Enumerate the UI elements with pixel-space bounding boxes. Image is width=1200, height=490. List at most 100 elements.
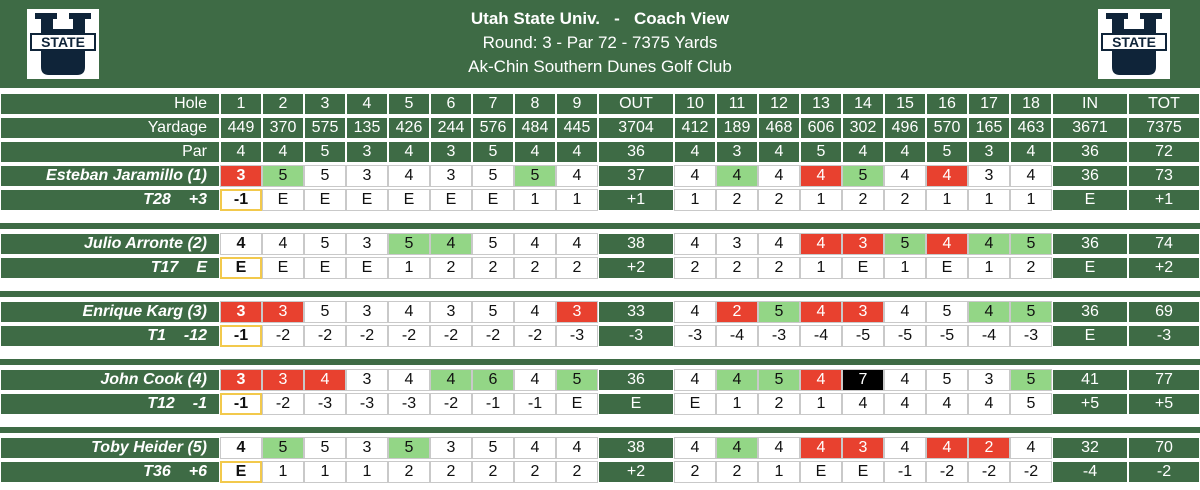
player-standing: T12 -1 xyxy=(0,393,220,415)
holes-cell: 4 xyxy=(346,93,388,115)
player-total-cell: 70 xyxy=(1128,437,1200,459)
running-score-cell: -2 xyxy=(430,325,472,347)
running-score-cell: 2 xyxy=(556,461,598,483)
hole-score-cell: 7 xyxy=(842,369,884,391)
player-name[interactable]: Toby Heider (5) xyxy=(0,437,220,459)
holes-cell: 12 xyxy=(758,93,800,115)
player-position: T17 xyxy=(150,259,179,276)
running-score-cell: -4 xyxy=(968,325,1010,347)
running-score-cell: 2 xyxy=(758,393,800,415)
running-score-cell: 2 xyxy=(472,461,514,483)
running-score-cell: 1 xyxy=(758,461,800,483)
running-score-cell: 2 xyxy=(514,461,556,483)
running-score-cell: 1 xyxy=(800,393,842,415)
running-score-cell: E xyxy=(472,189,514,211)
hole-score-cell: 4 xyxy=(884,165,926,187)
hole-score-cell: 5 xyxy=(1010,301,1052,323)
running-score-cell: 2 xyxy=(842,189,884,211)
running-score-cell: -2 xyxy=(472,325,514,347)
par-cell: 4 xyxy=(388,141,430,163)
hole-score-cell: 5 xyxy=(514,165,556,187)
running-score-cell: 2 xyxy=(556,257,598,279)
player-name[interactable]: Enrique Karg (3) xyxy=(0,301,220,323)
hole-score-cell: 4 xyxy=(926,233,968,255)
course-name: Ak-Chin Southern Dunes Golf Club xyxy=(468,57,732,76)
player-total-cell: 41 xyxy=(1052,369,1128,391)
svg-text:STATE: STATE xyxy=(1112,34,1156,50)
player-total-cell: 38 xyxy=(598,233,674,255)
running-total-cell: -3 xyxy=(598,325,674,347)
hole-score-cell: 5 xyxy=(262,165,304,187)
running-score-cell: E xyxy=(674,393,716,415)
running-score-cell: 2 xyxy=(430,461,472,483)
running-score-cell: 1 xyxy=(968,189,1010,211)
running-score-cell: 4 xyxy=(884,393,926,415)
hole-score-cell: 3 xyxy=(262,301,304,323)
player-total-cell: 32 xyxy=(1052,437,1128,459)
hole-score-cell: 5 xyxy=(884,233,926,255)
par-cell: 5 xyxy=(304,141,346,163)
running-score-cell: -5 xyxy=(926,325,968,347)
running-score-cell: 1 xyxy=(800,257,842,279)
par-cell: 4 xyxy=(842,141,884,163)
hole-score-cell: 3 xyxy=(220,301,262,323)
hole-score-cell: 4 xyxy=(514,301,556,323)
yardage-cell: 575 xyxy=(304,117,346,139)
hole-score-cell: 3 xyxy=(716,233,758,255)
utah-state-logo-left: STATE xyxy=(27,9,99,79)
hole-score-cell: 5 xyxy=(304,301,346,323)
hole-score-cell: 4 xyxy=(716,165,758,187)
hole-score-cell: 5 xyxy=(388,233,430,255)
section-divider xyxy=(0,427,1200,433)
running-total-cell: +2 xyxy=(598,461,674,483)
hole-score-cell: 4 xyxy=(556,233,598,255)
running-score-cell: 1 xyxy=(674,189,716,211)
running-score-cell: -2 xyxy=(430,393,472,415)
hole-score-cell: 6 xyxy=(472,369,514,391)
running-score-cell: -2 xyxy=(968,461,1010,483)
running-score-cell: E xyxy=(220,257,262,279)
hole-score-cell: 4 xyxy=(220,437,262,459)
player-name[interactable]: Julio Arronte (2) xyxy=(0,233,220,255)
running-score-cell: 1 xyxy=(556,189,598,211)
running-score-cell: E xyxy=(346,189,388,211)
player-position: T1 xyxy=(147,327,166,344)
par-cell: 5 xyxy=(800,141,842,163)
player-to-par: -1 xyxy=(192,395,207,412)
player-name[interactable]: Esteban Jaramillo (1) xyxy=(0,165,220,187)
running-score-cell: -2 xyxy=(514,325,556,347)
running-score-cell: 2 xyxy=(884,189,926,211)
player-total-cell: 74 xyxy=(1128,233,1200,255)
scorecard-header: STATE STATE Utah State Univ. - Coach Vie… xyxy=(0,0,1200,88)
par-cell: 3 xyxy=(968,141,1010,163)
hole-score-cell: 4 xyxy=(758,165,800,187)
hole-score-cell: 4 xyxy=(800,233,842,255)
hole-score-cell: 3 xyxy=(968,165,1010,187)
running-score-cell: 1 xyxy=(346,461,388,483)
running-score-cell: -5 xyxy=(842,325,884,347)
running-score-cell: -1 xyxy=(220,393,262,415)
par-cell: 4 xyxy=(674,141,716,163)
hole-score-cell: 4 xyxy=(388,301,430,323)
running-score-cell: 2 xyxy=(674,257,716,279)
running-score-cell: 2 xyxy=(716,189,758,211)
team-view-title: Utah State Univ. - Coach View xyxy=(470,9,730,28)
player-total-cell: 37 xyxy=(598,165,674,187)
running-score-cell: -3 xyxy=(758,325,800,347)
yardage-cell: 302 xyxy=(842,117,884,139)
player-name[interactable]: John Cook (4) xyxy=(0,369,220,391)
hole-score-cell: 5 xyxy=(472,301,514,323)
section-divider xyxy=(0,359,1200,365)
hole-score-cell: 4 xyxy=(674,301,716,323)
holes-cell: 3 xyxy=(304,93,346,115)
hole-score-cell: 4 xyxy=(220,233,262,255)
hole-score-cell: 5 xyxy=(304,165,346,187)
running-score-cell: -3 xyxy=(674,325,716,347)
player-to-par: +6 xyxy=(188,463,207,480)
yardage-cell: 3704 xyxy=(598,117,674,139)
running-score-cell: E xyxy=(388,189,430,211)
running-score-cell: 1 xyxy=(1010,189,1052,211)
running-score-cell: -3 xyxy=(556,325,598,347)
running-score-cell: E xyxy=(304,257,346,279)
running-score-cell: -1 xyxy=(514,393,556,415)
